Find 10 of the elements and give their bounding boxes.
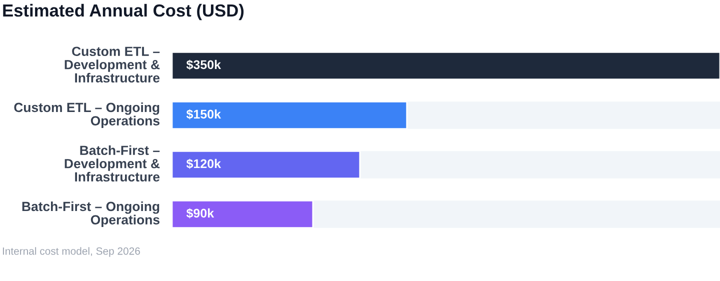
y-tick-label: Batch-First – Ongoing Operations [22, 201, 160, 228]
y-tick-label: Custom ETL – Ongoing Operations [14, 102, 160, 128]
data-label: $350k [186, 60, 222, 70]
data-label: $150k [186, 109, 222, 120]
text: Internal cost model, Sep 2026 [2, 247, 140, 257]
y-tick-label: Batch-First – Development & Infrastructure [64, 145, 160, 182]
y-tick-label: Custom ETL – Development & Infrastructure [64, 46, 160, 83]
data-label: $120k [186, 158, 222, 169]
data-label: $90k [186, 208, 214, 218]
chart-title: Estimated Annual Cost (USD) [3, 4, 244, 20]
